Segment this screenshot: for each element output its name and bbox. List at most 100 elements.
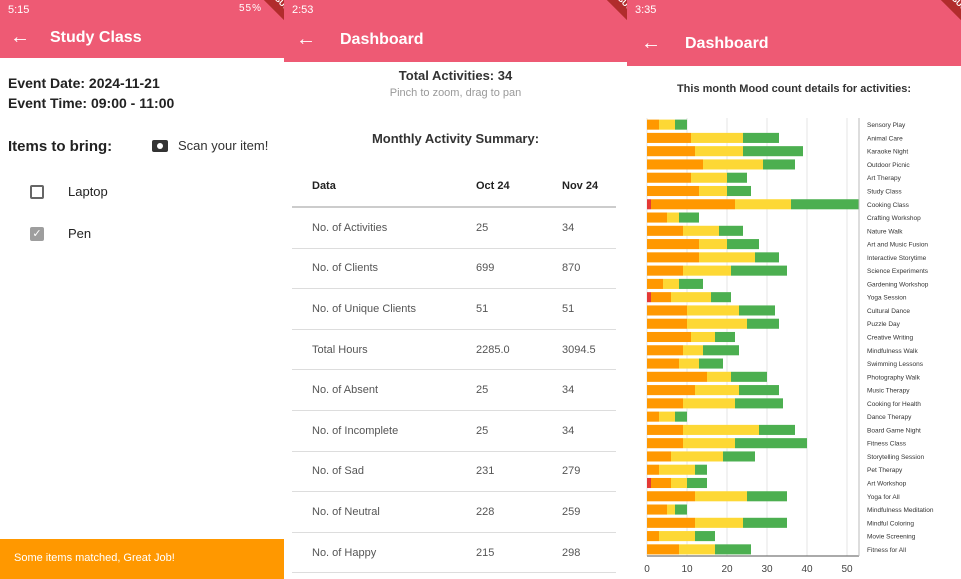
category-label: Mindfulness Walk xyxy=(867,348,918,355)
bar-segment xyxy=(647,331,691,343)
table-row: Total Hours 2285.0 3094.5 xyxy=(292,330,616,371)
summary-table: Data Oct 24 Nov 24 No. of Activities 25 34… xyxy=(292,165,616,574)
header-nov: Nov 24 xyxy=(562,179,599,192)
bar-segment xyxy=(735,199,791,210)
table-row: No. of Happy 215 298 xyxy=(292,533,616,574)
bar-segment xyxy=(695,464,707,475)
bar-segment xyxy=(671,451,723,462)
category-label: Study Class xyxy=(867,189,902,196)
bar-segment xyxy=(647,504,667,515)
bar-segment xyxy=(727,185,751,197)
checklist-item-laptop[interactable]: Laptop xyxy=(30,184,108,199)
bar-segment xyxy=(727,239,759,250)
bar-segment xyxy=(759,424,795,435)
category-label: Sensory Play xyxy=(867,122,906,129)
bar-segment xyxy=(647,438,683,449)
category-label: Music Therapy xyxy=(867,388,910,395)
bar-segment xyxy=(699,358,723,369)
bar-segment xyxy=(687,477,707,489)
category-label: Puzzle Day xyxy=(867,321,901,328)
bar-segment xyxy=(695,491,747,502)
row-label: No. of Sad xyxy=(312,465,364,478)
category-label: Gardening Workshop xyxy=(867,281,929,288)
bar-segment xyxy=(703,345,739,356)
bar-segment xyxy=(659,411,675,422)
bar-segment xyxy=(743,132,779,143)
bar-segment xyxy=(695,385,739,396)
status-time: 5:15 xyxy=(8,4,30,16)
bar-segment xyxy=(659,119,675,130)
bar-segment xyxy=(747,491,787,502)
app-bar: 2:53 ← Dashboard DEBUG xyxy=(284,0,627,62)
bar-segment xyxy=(679,358,699,369)
bar-segment xyxy=(647,305,687,316)
row-value: 51 xyxy=(562,302,575,315)
category-label: Storytelling Session xyxy=(867,454,924,461)
bar-segment xyxy=(647,464,659,475)
row-value: 51 xyxy=(476,302,489,315)
row-value: 25 xyxy=(476,424,489,437)
bar-segment xyxy=(647,159,703,170)
status-time: 2:53 xyxy=(292,4,314,16)
bar-segment xyxy=(791,199,859,210)
bar-segment xyxy=(647,424,683,435)
bar-segment xyxy=(647,239,699,250)
scan-item-button[interactable]: Scan your item! xyxy=(152,138,268,153)
bar-segment xyxy=(647,199,651,210)
row-label: No. of Absent xyxy=(312,384,379,397)
bar-segment xyxy=(715,331,735,343)
row-value: 2285.0 xyxy=(476,343,510,356)
bar-segment xyxy=(735,398,783,409)
bar-segment xyxy=(647,185,699,197)
bar-segment xyxy=(699,239,727,250)
dashboard-summary-screen: 2:53 ← Dashboard DEBUG Total Activities:… xyxy=(284,0,627,579)
app-bar: 3:35 ← Dashboard DEBUG xyxy=(627,0,961,66)
bar-segment xyxy=(647,531,659,542)
app-bar: 5:15 55% ← Study Class DEBUG xyxy=(0,0,284,58)
items-to-bring-label: Items to bring: xyxy=(8,138,113,155)
category-label: Fitness Class xyxy=(867,441,907,448)
back-arrow-icon[interactable]: ← xyxy=(10,26,30,48)
checkbox-checked[interactable]: ✓ xyxy=(30,226,44,241)
bar-segment xyxy=(675,411,687,422)
row-label: Total Hours xyxy=(312,343,368,356)
summary-title: Monthly Activity Summary: xyxy=(371,131,540,146)
category-label: Photography Walk xyxy=(867,374,921,381)
category-label: Pet Therapy xyxy=(867,467,903,474)
checklist-item-pen[interactable]: ✓ Pen xyxy=(30,226,91,241)
bar-segment xyxy=(659,531,695,542)
x-tick-label: 30 xyxy=(761,564,773,575)
checkbox-unchecked[interactable] xyxy=(30,184,44,199)
row-label: No. of Clients xyxy=(312,262,379,275)
status-bar: 3:35 xyxy=(627,0,961,20)
bar-segment xyxy=(683,398,735,409)
bar-segment xyxy=(667,212,679,223)
category-label: Cultural Dance xyxy=(867,308,910,315)
bar-segment xyxy=(679,278,703,289)
page-title: Dashboard xyxy=(340,31,424,48)
bar-segment xyxy=(659,464,695,475)
category-label: Karaoke Night xyxy=(867,149,908,156)
bar-segment xyxy=(647,225,683,236)
bar-segment xyxy=(703,159,763,170)
bar-segment xyxy=(699,185,727,197)
bar-segment xyxy=(647,265,683,276)
category-label: Interactive Storytime xyxy=(867,255,927,262)
category-label: Yoga Session xyxy=(867,295,907,302)
row-label: No. of Activities xyxy=(312,221,388,234)
event-date: Event Date: 2024-11-21 xyxy=(8,75,160,91)
category-label: Nature Walk xyxy=(867,228,903,235)
status-time: 3:35 xyxy=(635,4,657,16)
bar-segment xyxy=(651,292,671,303)
bar-segment xyxy=(695,531,715,542)
table-header: Data Oct 24 Nov 24 xyxy=(292,165,616,208)
row-value: 870 xyxy=(562,262,581,275)
status-bar: 5:15 55% xyxy=(0,0,284,20)
row-value: 3094.5 xyxy=(562,343,596,356)
row-label: No. of Happy xyxy=(312,546,377,559)
back-arrow-icon[interactable]: ← xyxy=(641,32,661,54)
back-arrow-icon[interactable]: ← xyxy=(296,28,316,50)
bar-segment xyxy=(647,345,683,356)
page-title: Dashboard xyxy=(685,35,769,52)
bar-segment xyxy=(647,146,695,157)
